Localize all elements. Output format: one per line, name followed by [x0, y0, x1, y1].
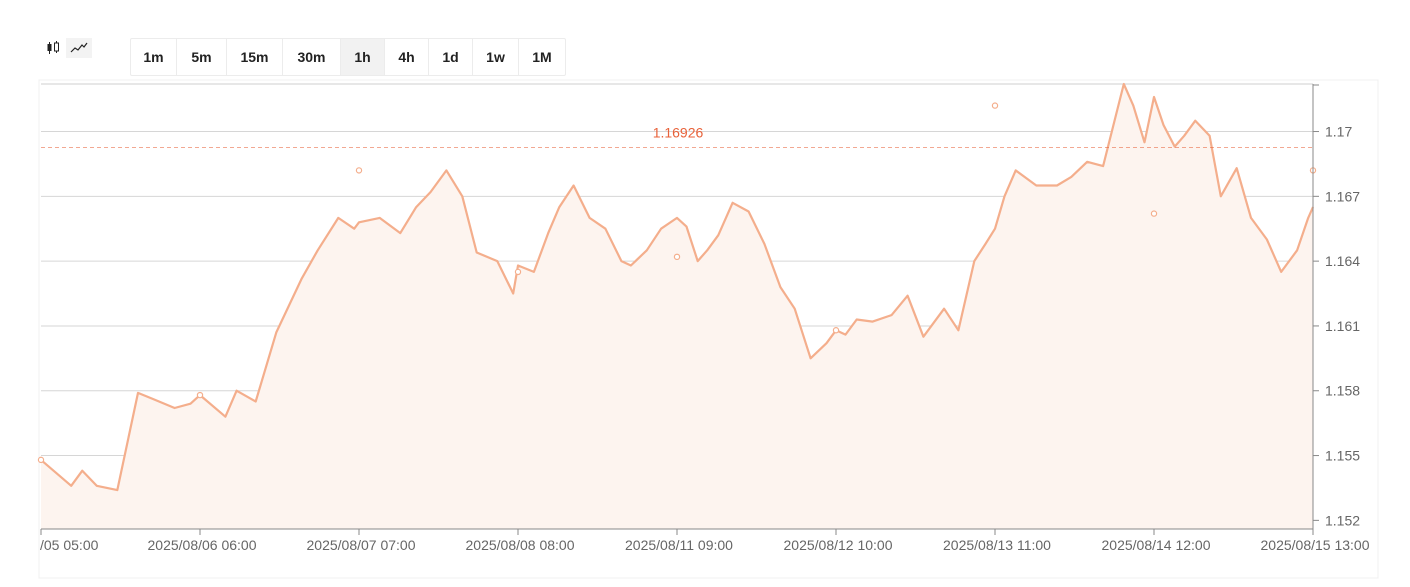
data-point-marker — [37, 456, 45, 464]
x-tick-label: 2025/08/12 10:00 — [784, 537, 893, 553]
line-chart-toggle-button[interactable] — [66, 38, 92, 58]
data-point-marker — [991, 102, 999, 109]
y-tick-label: 1.164 — [1325, 253, 1360, 269]
x-tick-label: 2025/08/06 06:00 — [148, 537, 257, 553]
interval-5m-button[interactable]: 5m — [177, 39, 227, 75]
interval-1w-button[interactable]: 1w — [473, 39, 519, 75]
candlestick-toggle-button[interactable] — [40, 38, 66, 58]
reference-price-label: 1.16926 — [653, 125, 704, 141]
interval-1d-button[interactable]: 1d — [429, 39, 473, 75]
x-tick-label: 2025/08/07 07:00 — [307, 537, 416, 553]
y-tick-label: 1.155 — [1325, 448, 1360, 464]
price-line — [40, 82, 1315, 492]
x-tick-label: 2025/08/08 08:00 — [466, 537, 575, 553]
x-tick-label: /05 05:00 — [40, 537, 99, 553]
candlestick-icon — [47, 41, 59, 54]
x-tick-label: 2025/08/11 09:00 — [625, 537, 733, 553]
data-point-marker — [514, 268, 522, 276]
x-tick-label: 2025/08/13 11:00 — [943, 537, 1051, 553]
x-tick-label: 2025/08/15 13:00 — [1261, 537, 1370, 553]
y-tick-label: 1.158 — [1325, 383, 1360, 399]
y-tick-label: 1.17 — [1325, 124, 1352, 140]
interval-1m-button[interactable]: 1m — [131, 39, 177, 75]
data-point-marker — [355, 167, 363, 174]
chart-type-toggle — [40, 38, 92, 58]
price-area-fill — [41, 84, 1313, 529]
interval-1M-button[interactable]: 1M — [532, 49, 552, 65]
data-point-marker — [196, 391, 204, 399]
interval-30m-button[interactable]: 30m — [283, 39, 341, 75]
y-tick-label: 1.167 — [1325, 188, 1360, 204]
y-tick-label: 1.161 — [1325, 318, 1360, 334]
line-chart-icon — [70, 42, 88, 53]
chart-frame — [38, 79, 1379, 579]
data-point-marker — [832, 327, 840, 334]
interval-1h-button[interactable]: 1h — [341, 39, 385, 75]
x-tick-label: 2025/08/14 12:00 — [1102, 537, 1211, 553]
interval-4h-button[interactable]: 4h — [385, 39, 429, 75]
data-point-marker — [673, 253, 681, 261]
y-tick-label: 1.152 — [1325, 512, 1360, 528]
interval-selector: 1m 5m 15m 30m 1h 4h 1d 1w 1M — [130, 38, 566, 76]
data-point-marker — [1150, 210, 1158, 217]
interval-15m-button[interactable]: 15m — [227, 39, 283, 75]
